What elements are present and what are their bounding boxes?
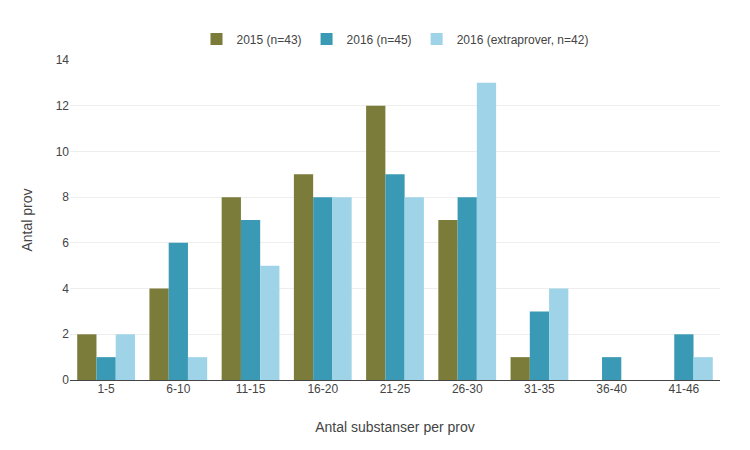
svg-text:2016 (n=45): 2016 (n=45) — [347, 33, 412, 47]
svg-text:1-5: 1-5 — [97, 382, 115, 396]
svg-text:10: 10 — [56, 145, 70, 159]
svg-text:41-46: 41-46 — [669, 382, 700, 396]
svg-text:26-30: 26-30 — [452, 382, 483, 396]
svg-text:21-25: 21-25 — [380, 382, 411, 396]
svg-text:0: 0 — [62, 373, 69, 387]
svg-text:2: 2 — [62, 327, 69, 341]
svg-text:11-15: 11-15 — [236, 382, 266, 396]
svg-text:Antal substanser per prov: Antal substanser per prov — [315, 419, 475, 435]
svg-text:14: 14 — [56, 53, 70, 67]
svg-text:Antal prov: Antal prov — [19, 188, 35, 251]
svg-text:2015 (n=43): 2015 (n=43) — [237, 33, 302, 47]
svg-text:6-10: 6-10 — [166, 382, 190, 396]
svg-text:2016 (extraprover, n=42): 2016 (extraprover, n=42) — [457, 33, 589, 47]
svg-text:16-20: 16-20 — [307, 382, 338, 396]
svg-text:4: 4 — [62, 282, 69, 296]
svg-text:31-35: 31-35 — [524, 382, 555, 396]
svg-text:8: 8 — [62, 190, 69, 204]
svg-text:6: 6 — [62, 236, 69, 250]
svg-text:12: 12 — [56, 99, 70, 113]
svg-text:36-40: 36-40 — [596, 382, 627, 396]
